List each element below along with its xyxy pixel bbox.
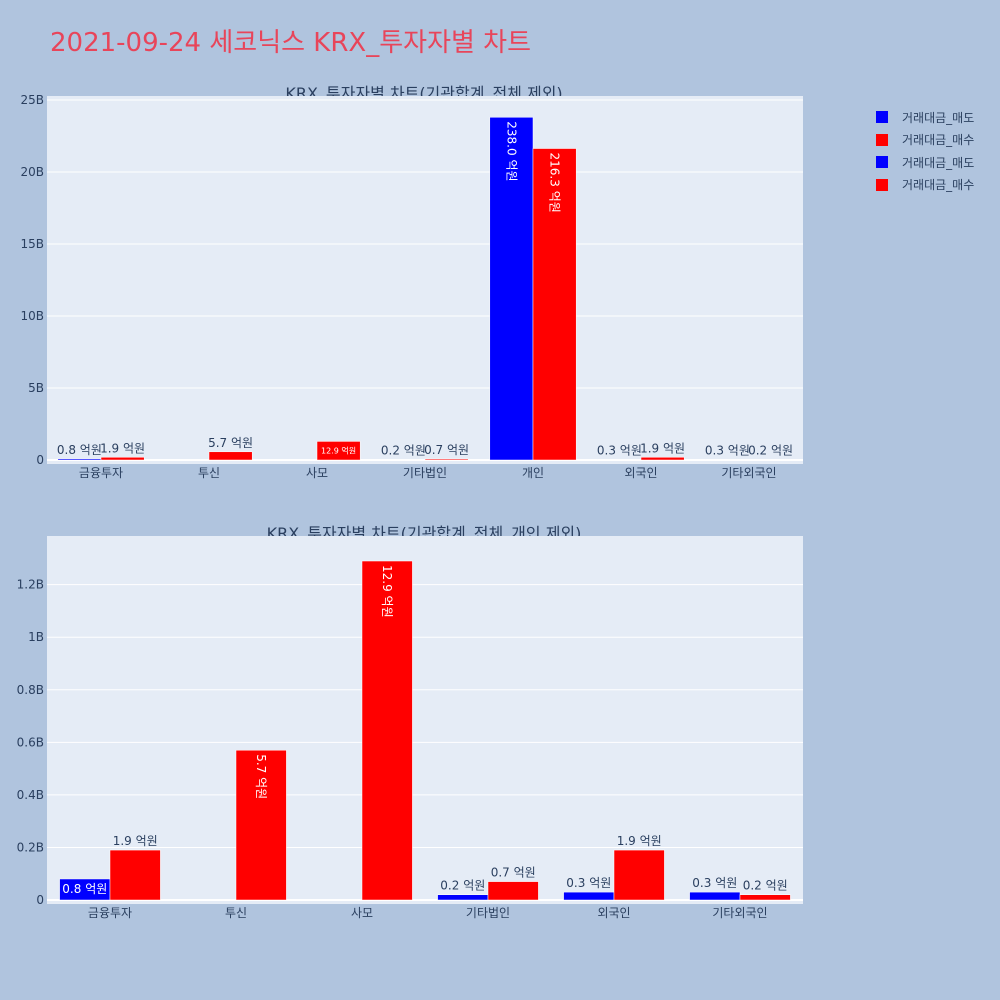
data-label: 0.3 억원 [597, 444, 642, 458]
bar-buy [208, 451, 253, 461]
x-tick-label: 기타외국인 [712, 906, 767, 920]
legend-item-sell-2[interactable]: 거래대금_매도 [876, 151, 974, 174]
bar-buy [316, 441, 361, 461]
data-label: 1.9 억원 [640, 441, 685, 455]
y-tick-label: 25B [20, 93, 44, 107]
x-tick-label: 사모 [306, 466, 328, 480]
data-label: 1.9 억원 [100, 441, 145, 455]
y-tick-label: 0.4B [17, 788, 44, 802]
legend-swatch-sell [876, 111, 888, 124]
y-tick-label: 1.2B [17, 578, 44, 592]
bar-sell [689, 891, 741, 901]
bar-sell [437, 894, 489, 901]
data-label: 1.9 억원 [113, 834, 158, 848]
x-tick-label: 금융투자 [79, 466, 123, 480]
data-label: 0.2 억원 [748, 444, 793, 458]
data-label: 0.8 억원 [57, 443, 102, 457]
y-tick-label: 0.2B [17, 840, 44, 854]
legend-item-sell-1[interactable]: 거래대금_매도 [876, 106, 974, 129]
x-tick-label: 기타법인 [403, 466, 447, 480]
data-label: 0.7 억원 [424, 443, 469, 457]
y-tick-label: 1B [28, 630, 44, 644]
bar-buy [487, 881, 539, 901]
data-label: 5.7 억원 [254, 754, 268, 799]
legend-swatch-buy [876, 133, 888, 146]
y-tick-label: 0.8B [17, 683, 44, 697]
data-label: 238.0 억원 [504, 121, 518, 181]
legend-item-buy-1[interactable]: 거래대금_매수 [876, 129, 974, 152]
bar-sell [489, 117, 534, 461]
legend-swatch-buy [876, 178, 888, 191]
y-tick-label: 0 [36, 453, 44, 467]
data-label: 12.9 억원 [321, 445, 356, 455]
x-tick-label: 개인 [522, 466, 544, 480]
x-tick-label: 금융투자 [88, 906, 132, 920]
legend-item-buy-2[interactable]: 거래대금_매수 [876, 174, 974, 197]
legend-label: 거래대금_매도 [902, 155, 975, 170]
y-tick-label: 0 [36, 893, 44, 907]
legend[interactable]: 거래대금_매도 거래대금_매수 거래대금_매도 거래대금_매수 [876, 106, 974, 196]
data-label: 1.9 억원 [617, 834, 662, 848]
legend-label: 거래대금_매수 [902, 178, 975, 193]
x-tick-label: 외국인 [624, 466, 657, 480]
bar-buy [235, 749, 287, 901]
page-title: 2021-09-24 세코닉스 KRX_투자자별 차트 [50, 28, 532, 58]
bar-sell [57, 458, 102, 461]
x-tick-label: 외국인 [597, 906, 630, 920]
bar-buy [109, 849, 161, 901]
x-tick-label: 투신 [225, 906, 247, 920]
legend-swatch-sell [876, 156, 888, 169]
bar-buy [739, 894, 791, 901]
legend-label: 거래대금_매수 [902, 133, 975, 148]
y-tick-label: 20B [20, 165, 44, 179]
plot-area [47, 536, 803, 904]
chart-2: 0 0.2B 0.4B 0.6B 0.8B 1B 1.2B 금융투자 0.8 억원 1.9 억원투… [17, 536, 803, 920]
x-tick-label: 기타법인 [466, 906, 510, 920]
bar-buy [613, 849, 665, 901]
plot-area [47, 96, 803, 464]
x-tick-label: 기타외국인 [721, 466, 776, 480]
data-label: 216.3 억원 [548, 153, 562, 213]
data-label: 12.9 억원 [380, 565, 394, 618]
data-label: 0.2 억원 [743, 879, 788, 893]
data-label: 0.2 억원 [440, 879, 485, 893]
x-tick-label: 투신 [198, 466, 220, 480]
data-label: 0.3 억원 [705, 444, 750, 458]
y-tick-label: 10B [20, 309, 44, 323]
data-label: 5.7 억원 [208, 436, 253, 450]
bar-sell [563, 891, 615, 901]
y-tick-label: 15B [20, 237, 44, 251]
bar-buy [100, 457, 145, 461]
data-label: 0.3 억원 [566, 876, 611, 890]
y-tick-label: 0.6B [17, 735, 44, 749]
x-tick-label: 사모 [351, 906, 373, 920]
legend-label: 거래대금_매도 [902, 110, 975, 125]
bar-buy [424, 458, 469, 461]
data-label: 0.8 억원 [62, 882, 107, 896]
bar-buy [532, 148, 577, 461]
data-label: 0.2 억원 [381, 444, 426, 458]
bar-buy [640, 457, 685, 461]
bar-buy [361, 560, 413, 901]
data-label: 0.3 억원 [692, 876, 737, 890]
data-label: 0.7 억원 [491, 866, 536, 880]
y-tick-label: 5B [28, 381, 44, 395]
